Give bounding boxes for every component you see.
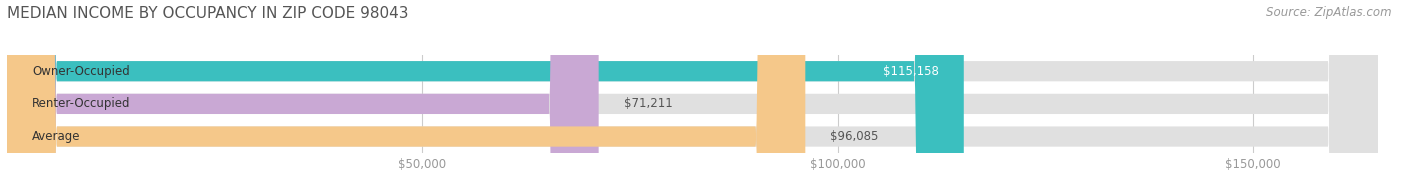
FancyBboxPatch shape <box>7 0 963 196</box>
FancyBboxPatch shape <box>7 0 1378 196</box>
Text: MEDIAN INCOME BY OCCUPANCY IN ZIP CODE 98043: MEDIAN INCOME BY OCCUPANCY IN ZIP CODE 9… <box>7 6 409 21</box>
FancyBboxPatch shape <box>7 0 1378 196</box>
FancyBboxPatch shape <box>7 0 599 196</box>
Text: Average: Average <box>32 130 80 143</box>
Text: $115,158: $115,158 <box>883 65 939 78</box>
FancyBboxPatch shape <box>7 0 1378 196</box>
Text: Source: ZipAtlas.com: Source: ZipAtlas.com <box>1267 6 1392 19</box>
Text: Renter-Occupied: Renter-Occupied <box>32 97 131 110</box>
Text: Owner-Occupied: Owner-Occupied <box>32 65 129 78</box>
Text: $71,211: $71,211 <box>624 97 672 110</box>
Text: $96,085: $96,085 <box>831 130 879 143</box>
FancyBboxPatch shape <box>7 0 1378 196</box>
FancyBboxPatch shape <box>7 0 1378 196</box>
FancyBboxPatch shape <box>7 0 806 196</box>
FancyBboxPatch shape <box>7 0 1378 196</box>
